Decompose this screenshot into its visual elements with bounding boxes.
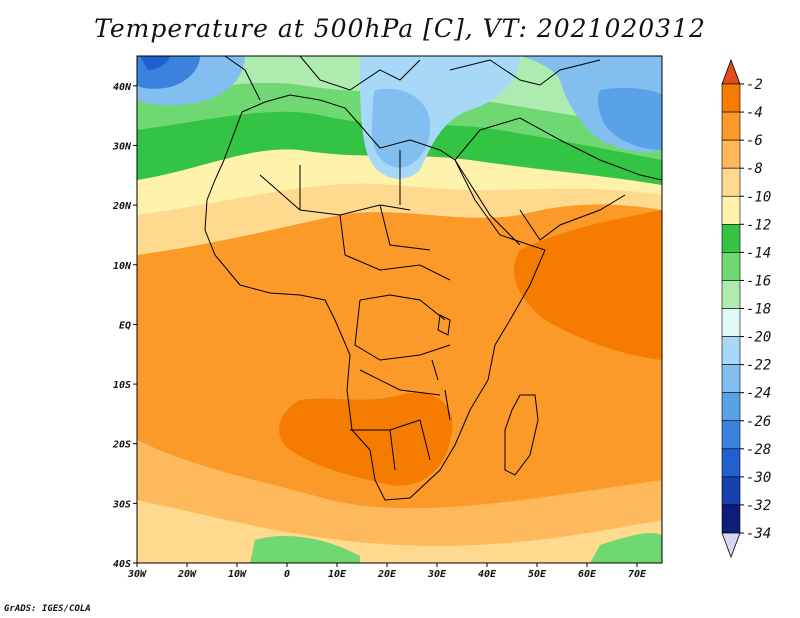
- colorbar-label: -32: [746, 498, 771, 514]
- red-sea-line: [454, 159, 521, 246]
- field-nw-coldest: [140, 56, 170, 70]
- lat-axis: 40N 30N 20N 10N EQ 10S 20S 30S 40S: [112, 82, 137, 570]
- colorbar-bin: [721, 139, 741, 169]
- colorbar-label: -20: [746, 330, 771, 346]
- arabia-coastline: [454, 117, 662, 241]
- colorbar-label: -12: [746, 217, 771, 233]
- colorbar-label: -16: [746, 273, 771, 289]
- country-borders-south: [350, 369, 441, 471]
- lon-axis: 30W 20W 10W 0 10E 20E 30E 40E 50E 60E 70E: [127, 563, 647, 580]
- field-warm-east: [514, 210, 662, 360]
- country-borders-central: [344, 254, 451, 361]
- colorbar-bin: [721, 111, 741, 141]
- colorbar-label: -34: [746, 526, 771, 542]
- colorbar-label: -10: [746, 189, 771, 205]
- temperature-field: [137, 56, 662, 563]
- great-lakes: [431, 314, 451, 421]
- lat-tick-label: 40N: [113, 82, 132, 93]
- colorbar-label: -22: [746, 358, 771, 374]
- colorbar-bin: [721, 504, 741, 534]
- colorbar-label: -8: [746, 161, 763, 177]
- lon-tick-label: 20E: [377, 569, 397, 580]
- country-borders-north: [259, 150, 431, 256]
- colorbar-label: -28: [746, 442, 771, 458]
- colorbar-bin: [721, 308, 741, 337]
- colorbar-bin: [721, 392, 741, 422]
- colorbar-top-arrow: [721, 58, 741, 85]
- colorbar-label: -26: [746, 414, 771, 430]
- colorbar-bottom-arrow: [721, 532, 741, 559]
- colorbar-bin: [721, 364, 741, 393]
- lon-tick-label: 20W: [177, 569, 197, 580]
- lon-tick-label: 10W: [228, 569, 247, 580]
- colorbar-bin: [721, 195, 741, 225]
- colorbar-bin: [721, 448, 741, 478]
- field-cold-trough-core: [371, 88, 431, 168]
- colorbar: -2 -4 -6 -8 -10 -12 -14 -16 -18 -20 -22 -24 -26 -28 -3…: [721, 58, 771, 559]
- lat-tick-label: 10N: [113, 261, 132, 272]
- colorbar-label: -14: [746, 245, 771, 261]
- colorbar-bin: [721, 252, 741, 281]
- madagascar-coastline: [504, 394, 539, 476]
- lat-tick-label: 30N: [112, 141, 132, 152]
- europe-coastline: [224, 56, 601, 101]
- field-south-green: [250, 535, 360, 563]
- colorbar-bin: [721, 336, 741, 365]
- field-pale-green: [137, 56, 662, 130]
- lat-tick-label: 30S: [112, 499, 131, 510]
- field-south-green-2: [590, 533, 662, 563]
- colorbar-label: -4: [746, 105, 763, 121]
- lon-tick-label: 40E: [478, 569, 497, 580]
- colorbar-label: -30: [746, 470, 771, 486]
- colorbar-bin: [721, 167, 741, 197]
- map-frame: [136, 55, 663, 564]
- lat-tick-label: 20S: [112, 440, 131, 451]
- chart-title: Temperature at 500hPa [C], VT: 202102031…: [94, 14, 706, 43]
- colorbar-label: -24: [746, 386, 771, 402]
- colorbar-label: -18: [746, 302, 771, 318]
- lon-tick-label: 0: [284, 569, 290, 580]
- lon-tick-label: 30W: [127, 569, 147, 580]
- field-ne-cold-core: [597, 87, 662, 150]
- footer-credit: GrADS: IGES/COLA: [4, 604, 91, 614]
- coastlines: [204, 56, 662, 501]
- lon-tick-label: 50E: [528, 569, 547, 580]
- colorbar-label: -2: [746, 77, 763, 93]
- colorbar-bin: [721, 420, 741, 450]
- lon-tick-label: 30E: [427, 569, 447, 580]
- colorbar-bin: [721, 224, 741, 253]
- colorbar-bin: [721, 83, 741, 113]
- lat-tick-label: 10S: [113, 380, 131, 391]
- lat-tick-label: 20N: [112, 201, 132, 212]
- colorbar-label: -6: [746, 133, 763, 149]
- colorbar-bin: [721, 476, 741, 506]
- lon-tick-label: 10E: [328, 569, 347, 580]
- lon-tick-label: 60E: [578, 569, 597, 580]
- africa-coastline: [204, 94, 546, 501]
- field-warm-south: [279, 392, 453, 486]
- lat-tick-label: EQ: [119, 320, 131, 331]
- lat-tick-label: 40S: [113, 559, 131, 570]
- lon-tick-label: 70E: [628, 569, 647, 580]
- colorbar-bin: [721, 280, 741, 309]
